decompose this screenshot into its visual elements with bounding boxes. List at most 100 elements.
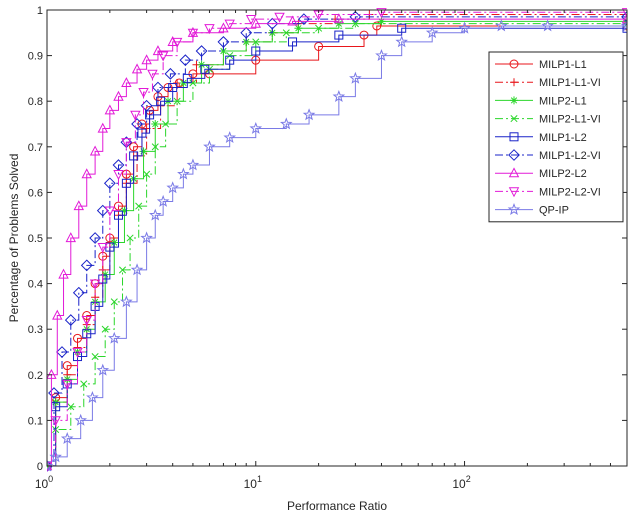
legend-swatch-marker: [508, 187, 520, 198]
data-point-milp1-l2-vi: [152, 81, 164, 94]
data-point-milp2-l2: [187, 26, 199, 37]
data-point-milp2-l2-vi: [104, 206, 116, 217]
series-milp2-l1: [47, 17, 627, 470]
series-line-milp2-l2-vi: [47, 11, 627, 467]
legend-label: QP-IP: [539, 205, 569, 217]
data-point-milp1-l1: [82, 311, 92, 321]
data-point-qp-ip: [375, 48, 388, 61]
data-point-milp1-l2: [225, 55, 235, 65]
data-point-milp1-l2-vi: [131, 118, 143, 130]
series-line-milp2-l1-vi: [47, 23, 627, 467]
data-point-milp2-l1-vi: [126, 234, 134, 242]
data-point-milp2-l2: [621, 13, 627, 24]
data-point-milp2-l2: [52, 309, 63, 320]
data-point-milp1-l2-vi: [103, 177, 116, 190]
series-line-milp1-l2: [47, 27, 627, 467]
data-point-milp2-l2-vi: [204, 24, 215, 35]
legend-label: MILP1-L2: [539, 132, 587, 144]
data-point-milp2-l1: [63, 375, 72, 384]
data-point-milp2-l2-vi: [147, 69, 158, 80]
data-point-milp2-l2: [89, 145, 101, 156]
data-point-milp2-l1-vi: [118, 266, 127, 274]
data-point-milp2-l2-vi: [50, 416, 61, 427]
data-point-milp2-l2: [97, 122, 109, 133]
data-point-qp-ip: [249, 121, 263, 134]
data-point-milp2-l1: [377, 17, 386, 26]
data-point-qp-ip: [107, 331, 121, 344]
data-point-milp1-l1: [129, 142, 139, 152]
x-tick-label: 101: [244, 474, 262, 491]
data-point-milp1-l2: [182, 73, 192, 83]
legend-item-milp2-l2: MILP2-L2: [495, 167, 587, 180]
data-point-qp-ip: [541, 19, 554, 32]
legend-swatch-marker: [507, 202, 521, 215]
series-milp1-l2-vi: [47, 10, 627, 472]
legend-item-milp1-l2-vi: MILP1-L2-VI: [495, 149, 601, 162]
data-point-milp2-l2-vi: [121, 138, 132, 149]
legend: MILP1-L1 MILP1-L1-VI MILP2-L1 MILP2-L1-VI MI…: [488, 51, 624, 223]
data-point-qp-ip: [140, 231, 153, 244]
data-point-milp1-l2: [137, 128, 147, 138]
data-point-milp2-l1: [110, 238, 119, 247]
data-point-milp2-l2: [333, 13, 345, 24]
data-point-qp-ip: [186, 158, 200, 171]
data-point-milp1-l2-vi: [195, 45, 208, 57]
data-point-milp2-l2-vi: [62, 379, 73, 390]
data-point-milp2-l1-vi: [101, 325, 109, 333]
legend-label: MILP1-L1: [539, 59, 587, 71]
legend-label: MILP1-L2-VI: [539, 150, 601, 162]
y-tick-label: 0.1: [28, 415, 43, 427]
data-point-qp-ip: [495, 19, 508, 32]
legend-swatch-marker: [508, 149, 520, 161]
data-point-milp2-l1: [197, 60, 206, 69]
data-point-milp1-l2: [129, 151, 139, 161]
data-point-milp1-l2: [113, 210, 123, 220]
data-point-milp1-l2: [251, 46, 261, 56]
series-layer: [47, 8, 627, 472]
legend-label: MILP2-L2-VI: [539, 186, 601, 198]
legend-swatch-marker: [509, 132, 519, 142]
data-point-qp-ip: [148, 208, 162, 221]
legend-swatch-marker: [510, 115, 518, 123]
data-point-milp2-l2: [81, 168, 92, 179]
data-point-qp-ip: [47, 459, 54, 472]
data-point-milp2-l2-vi: [130, 110, 141, 121]
data-point-milp2-l1: [179, 78, 188, 87]
data-point-milp2-l1-vi: [91, 353, 99, 361]
data-point-milp1-l2-vi: [64, 314, 77, 326]
y-tick-label: 1: [37, 5, 43, 17]
legend-item-milp2-l1-vi: MILP2-L1-VI: [495, 114, 601, 126]
data-point-milp1-l1: [188, 69, 198, 79]
data-point-milp1-l2-vi: [217, 36, 230, 48]
axes-layer: 0 0.1 0.2 0.3 0.4 0.5 0.6 0.7 0.8 0.9 1 100 101 102: [28, 5, 628, 491]
data-point-milp2-l1-vi: [315, 24, 323, 32]
data-point-milp2-l1-vi: [143, 170, 151, 178]
data-point-milp2-l1: [219, 47, 228, 56]
data-point-milp2-l2-vi: [138, 87, 149, 98]
y-tick-label: 0.8: [28, 96, 43, 108]
legend-item-milp2-l1: MILP2-L1: [495, 95, 587, 107]
y-tick-label: 0.3: [28, 324, 43, 336]
data-point-milp2-l2: [113, 90, 124, 101]
legend-label: MILP2-L2: [539, 168, 587, 180]
data-point-milp2-l1: [294, 24, 303, 33]
data-point-milp2-l2-vi: [187, 28, 199, 39]
data-point-milp2-l2-vi: [113, 170, 124, 181]
y-tick-label: 0: [37, 461, 43, 473]
x-axis-label: Performance Ratio: [287, 499, 387, 513]
data-point-milp1-l2-vi: [89, 232, 102, 244]
data-point-milp2-l2: [287, 15, 298, 26]
data-point-qp-ip: [49, 450, 62, 463]
data-point-milp2-l1-vi: [67, 403, 75, 411]
data-point-milp1-l1: [73, 333, 83, 343]
data-point-milp2-l1: [151, 120, 160, 128]
data-point-milp1-l2-vi: [164, 67, 177, 80]
data-point-milp2-l2-vi: [171, 37, 183, 48]
data-point-milp2-l1: [334, 19, 343, 28]
data-point-milp2-l2: [218, 22, 229, 33]
data-point-milp1-l2: [156, 96, 166, 106]
data-point-milp2-l1: [101, 270, 110, 279]
data-point-qp-ip: [74, 413, 87, 426]
legend-label: MILP1-L1-VI: [539, 77, 601, 89]
y-tick-label: 0.2: [28, 370, 43, 382]
